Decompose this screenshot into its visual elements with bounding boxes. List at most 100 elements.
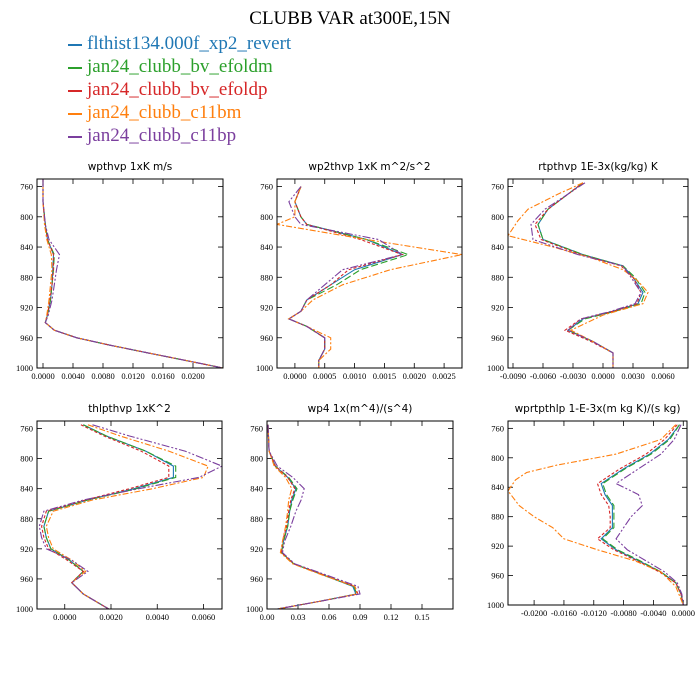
series-line [45, 424, 209, 609]
x-tick-label: 0.0040 [61, 371, 84, 381]
panel-title: wprtpthlp 1-E-3x(m kg K)/(s kg) [515, 403, 681, 415]
legend-label: jan24_clubb_c11bp [87, 125, 237, 146]
y-tick-label: 760 [250, 424, 263, 434]
legend-swatch [68, 43, 82, 46]
chart-panel: wprtpthlp 1-E-3x(m kg K)/(s kg) 760 800 840… [487, 403, 695, 618]
y-tick-label: 880 [491, 272, 504, 282]
legend-label: jan24_clubb_c11bm [87, 102, 242, 123]
series-line [42, 179, 223, 368]
y-tick-label: 800 [491, 453, 504, 463]
x-tick-label: -0.0030 [560, 371, 586, 381]
legend-label: jan24_clubb_bv_efoldp [87, 79, 268, 100]
chart-panel: wp4 1x(m^4)/(s^4)76080084088092096010000… [246, 403, 454, 622]
x-tick-label: 0.0000 [53, 612, 76, 622]
panel-title: wp2thvp 1xK m^2/s^2 [308, 161, 430, 173]
series-line [534, 182, 642, 368]
x-tick-label: -0.0040 [640, 608, 666, 618]
series-line [601, 424, 684, 605]
x-tick-label: 0.15 [415, 612, 430, 622]
y-tick-label: 1000 [16, 604, 33, 614]
series-line [277, 186, 462, 368]
y-tick-label: 920 [491, 303, 504, 313]
plot-frame [266, 420, 454, 610]
y-tick-label: 1000 [487, 600, 504, 610]
legend-item: jan24_clubb_bv_efoldm [68, 55, 291, 78]
legend-swatch [68, 112, 82, 115]
y-tick-label: 760 [20, 424, 33, 434]
chart-panel: rtpthvp 1E-3x(kg/kg) K 760 800 840 880 920 960… [487, 161, 689, 381]
x-tick-label: 0.06 [322, 612, 337, 622]
x-tick-label: -0.0120 [581, 608, 607, 618]
y-tick-label: 960 [491, 333, 504, 343]
x-tick-label: -0.0200 [521, 608, 547, 618]
x-tick-label: 0.0160 [151, 371, 174, 381]
x-tick-label: 0.0030 [621, 371, 644, 381]
x-tick-label: 0.0015 [373, 371, 396, 381]
panel-title: wpthvp 1xK m/s [88, 161, 173, 173]
legend-label: flthist134.000f_xp2_revert [87, 33, 292, 54]
x-tick-label: 0.0080 [91, 371, 114, 381]
y-tick-label: 960 [20, 333, 33, 343]
plot-frame [36, 178, 224, 369]
x-tick-label: 0.0000 [31, 371, 54, 381]
chart-panel: thlpthvp 1xK^2 760 800 840 880 920 960 1000 0.00… [16, 403, 223, 622]
y-tick-label: 880 [260, 272, 273, 282]
y-tick-label: 800 [20, 212, 33, 222]
x-tick-label: 0.0000 [591, 371, 614, 381]
y-tick-label: 920 [260, 303, 273, 313]
series-line [42, 179, 223, 368]
plot-frame [507, 420, 688, 606]
series-line [43, 424, 174, 609]
plot-frame [276, 178, 463, 369]
series-line [267, 424, 358, 609]
series-line [287, 186, 405, 368]
chart-panel: wp2thvp 1xK m^2/s^2 760 800 840 880 920 960 100… [256, 161, 463, 381]
panel-title: thlpthvp 1xK^2 [88, 403, 171, 415]
y-tick-label: 1000 [246, 604, 263, 614]
y-tick-label: 1000 [256, 363, 273, 373]
panel-title: rtpthvp 1E-3x(kg/kg) K [538, 161, 659, 173]
y-tick-label: 840 [491, 482, 504, 492]
y-tick-label: 840 [260, 242, 273, 252]
series-line [614, 424, 684, 605]
series-line [42, 179, 223, 368]
series-line [287, 186, 411, 368]
legend: flthist134.000f_xp2_revert jan24_clubb_b… [68, 32, 291, 147]
series-line [267, 424, 361, 609]
series-line [267, 424, 359, 609]
x-tick-label: 0.0020 [99, 612, 122, 622]
x-tick-label: 0.09 [353, 612, 368, 622]
y-tick-label: 1000 [16, 363, 33, 373]
legend-swatch [68, 135, 82, 138]
y-tick-label: 960 [250, 574, 263, 584]
x-tick-label: -0.0160 [551, 608, 577, 618]
series-line [267, 424, 358, 609]
legend-item: jan24_clubb_c11bp [68, 124, 291, 147]
panel-title: wp4 1x(m^4)/(s^4) [308, 403, 413, 415]
y-tick-label: 960 [20, 574, 33, 584]
y-tick-label: 760 [491, 423, 504, 433]
x-tick-label: 0.0200 [181, 371, 204, 381]
y-tick-label: 880 [20, 514, 33, 524]
series-line [596, 424, 684, 605]
y-tick-label: 920 [20, 303, 33, 313]
y-tick-label: 800 [491, 212, 504, 222]
y-tick-label: 920 [491, 541, 504, 551]
x-tick-label: 0.0025 [432, 371, 455, 381]
chart-panel: wpthvp 1xK m/s76080084088092096010000.00… [16, 161, 224, 381]
page-title: CLUBB VAR at300E,15N [249, 8, 451, 29]
legend-item: jan24_clubb_c11bm [68, 101, 291, 124]
x-tick-label: 0.00 [260, 612, 275, 622]
series-line [41, 424, 170, 609]
y-tick-label: 840 [20, 242, 33, 252]
series-line [43, 424, 177, 609]
y-tick-label: 960 [491, 571, 504, 581]
plot-frame [507, 178, 689, 369]
x-tick-label: 0.0040 [146, 612, 169, 622]
series-line [42, 179, 223, 368]
y-tick-label: 920 [250, 544, 263, 554]
legend-label: jan24_clubb_bv_efoldm [87, 56, 273, 77]
x-tick-label: 0.0120 [121, 371, 144, 381]
y-tick-label: 760 [491, 182, 504, 192]
